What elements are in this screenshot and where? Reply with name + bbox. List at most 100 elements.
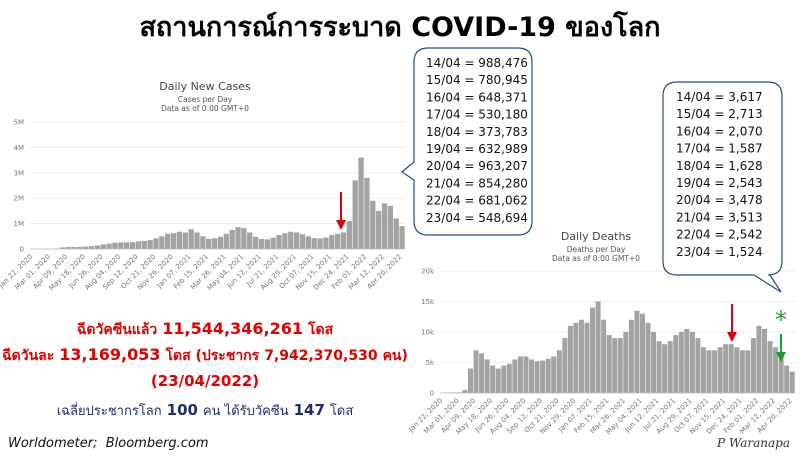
bar bbox=[206, 238, 212, 249]
bar bbox=[340, 232, 347, 249]
bar bbox=[689, 332, 695, 393]
bar bbox=[83, 246, 89, 249]
y-tick-label: 0 bbox=[430, 390, 434, 398]
bar bbox=[211, 238, 218, 249]
y-tick-label: 20k bbox=[421, 268, 435, 276]
callout-lines: 14/04 = 988,476 15/04 = 780,945 16/04 = 64… bbox=[426, 56, 528, 225]
source: Worldometer; Bloomberg.com bbox=[8, 436, 209, 451]
bar bbox=[789, 371, 795, 393]
bar bbox=[529, 359, 535, 393]
callout-line: 18/04 = 1,628 bbox=[676, 159, 763, 173]
bar bbox=[334, 233, 341, 249]
bar bbox=[112, 242, 118, 249]
bar bbox=[695, 338, 701, 393]
bar bbox=[282, 233, 288, 249]
bar bbox=[728, 344, 734, 393]
callout-cases: 14/04 = 988,476 15/04 = 780,945 16/04 = 64… bbox=[400, 47, 533, 236]
bar bbox=[147, 240, 153, 249]
bar bbox=[773, 347, 779, 393]
average-note: เฉลี่ยประชากรโลก 100 คน ได้รับวัคซีน 147 โดส bbox=[57, 401, 354, 419]
bar bbox=[706, 350, 712, 393]
bar bbox=[639, 313, 645, 393]
chart-subtitle: Data as of 0:00 GMT+0 bbox=[552, 254, 640, 263]
bar bbox=[590, 307, 596, 393]
callout-line: 16/04 = 648,371 bbox=[426, 90, 528, 104]
bar bbox=[317, 238, 323, 249]
callout-line: 19/04 = 632,989 bbox=[426, 142, 528, 156]
chart-title: Daily New Cases bbox=[159, 80, 251, 93]
callout-line: 20/04 = 3,478 bbox=[676, 193, 763, 207]
bar bbox=[247, 232, 253, 249]
note-text: ฉีดวัคซีนแล้ว bbox=[77, 322, 158, 338]
bar bbox=[176, 231, 183, 249]
callout-line: 14/04 = 988,476 bbox=[426, 56, 528, 70]
bar bbox=[393, 218, 399, 249]
y-tick-label: 4M bbox=[14, 144, 25, 152]
bar bbox=[94, 245, 101, 249]
bar bbox=[200, 236, 206, 249]
y-tick-label: 5M bbox=[14, 119, 25, 127]
y-tick-label: 0 bbox=[20, 246, 24, 254]
bar bbox=[293, 232, 300, 249]
bar bbox=[512, 359, 518, 393]
bar bbox=[684, 328, 690, 393]
bar bbox=[323, 237, 329, 249]
callout-line: 22/04 = 2,542 bbox=[676, 228, 763, 242]
note-text: เฉลี่ยประชากรโลก bbox=[57, 402, 162, 419]
bar bbox=[667, 341, 673, 393]
callout-line: 16/04 = 2,070 bbox=[676, 124, 763, 138]
bar bbox=[252, 236, 259, 249]
note-text: โดส (ประชากร bbox=[164, 346, 259, 364]
bar bbox=[77, 246, 83, 249]
bar bbox=[165, 233, 171, 249]
page-title: สถานการณ์การระบาด COVID-19 ของโลก bbox=[139, 10, 660, 43]
callout-line: 23/04 = 548,694 bbox=[426, 211, 528, 225]
bar bbox=[65, 246, 71, 249]
bar bbox=[305, 236, 311, 249]
bar bbox=[662, 344, 668, 393]
bar bbox=[462, 389, 468, 393]
bar bbox=[381, 203, 388, 249]
note-number: 100 bbox=[167, 401, 198, 419]
bar bbox=[358, 157, 364, 249]
callout-box bbox=[400, 47, 533, 236]
bar bbox=[188, 229, 194, 249]
callout-line: 15/04 = 2,713 bbox=[676, 107, 763, 121]
bar bbox=[717, 347, 723, 393]
bar bbox=[723, 344, 729, 393]
callout-lines: 14/04 = 3,617 15/04 = 2,713 16/04 = 2,070 1… bbox=[676, 90, 763, 259]
bar bbox=[739, 350, 745, 393]
bar bbox=[556, 350, 562, 393]
y-tick-label: 15k bbox=[421, 298, 435, 306]
bar bbox=[217, 236, 224, 249]
callout-line: 22/04 = 681,062 bbox=[426, 194, 528, 208]
bar bbox=[761, 328, 767, 393]
callout-line: 18/04 = 373,783 bbox=[426, 125, 528, 139]
bar bbox=[473, 350, 479, 393]
bar bbox=[352, 180, 358, 249]
callout-line: 21/04 = 854,280 bbox=[426, 176, 528, 190]
bar bbox=[567, 325, 573, 393]
note-text: โดส bbox=[330, 403, 353, 419]
callout-box bbox=[662, 81, 783, 293]
vaccine-total: ฉีดวัคซีนแล้ว 11,544,346,261 โดส bbox=[77, 319, 334, 338]
bar bbox=[712, 350, 718, 393]
bar bbox=[229, 229, 235, 249]
bar bbox=[153, 238, 159, 249]
bar bbox=[129, 242, 136, 249]
bar bbox=[595, 301, 601, 393]
vaccine-daily: ฉีดวันละ 13,169,053 โดส (ประชากร 7,942,370,… bbox=[2, 345, 408, 364]
bar bbox=[399, 226, 405, 249]
bar bbox=[370, 200, 376, 249]
bar bbox=[490, 365, 496, 393]
bar bbox=[59, 247, 65, 249]
bar bbox=[745, 350, 751, 393]
bar bbox=[767, 341, 773, 393]
arrows: * bbox=[336, 192, 787, 362]
bar bbox=[623, 332, 629, 393]
bar bbox=[71, 246, 77, 249]
y-tick-label: 2M bbox=[14, 195, 25, 203]
bar bbox=[223, 233, 229, 249]
bar bbox=[545, 358, 551, 393]
